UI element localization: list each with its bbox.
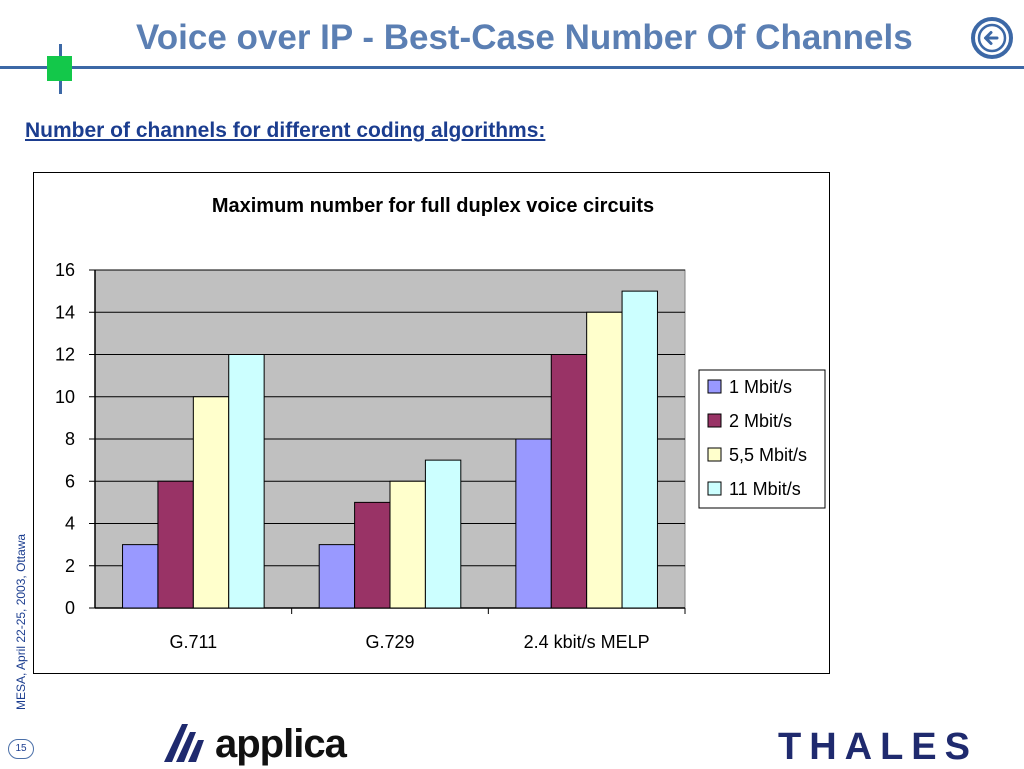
y-tick-label: 16: [55, 260, 75, 280]
title-underline: [0, 66, 1024, 69]
bar: [424, 459, 462, 609]
x-tick-label: 2.4 kbit/s MELP: [524, 632, 650, 652]
y-tick-label: 14: [55, 302, 75, 322]
applica-logo-icon: [160, 722, 208, 769]
legend-swatch: [707, 379, 722, 394]
y-tick-label: 4: [65, 514, 75, 534]
legend-label: 11 Mbit/s: [729, 479, 801, 499]
y-tick-label: 2: [65, 556, 75, 576]
y-tick-label: 8: [65, 429, 75, 449]
bar: [550, 354, 588, 609]
bar: [157, 480, 194, 609]
legend-swatch: [707, 413, 722, 428]
legend-label: 5,5 Mbit/s: [729, 445, 807, 465]
y-tick-label: 6: [65, 471, 75, 491]
back-button[interactable]: [970, 16, 1014, 60]
bar: [621, 290, 658, 609]
legend-swatch: [707, 447, 722, 462]
y-tick-label: 10: [55, 387, 75, 407]
legend-label: 2 Mbit/s: [729, 411, 792, 431]
x-tick-label: G.711: [169, 632, 217, 652]
applica-logo-text: applica: [215, 722, 347, 766]
bar: [228, 354, 265, 609]
x-tick-label: G.729: [365, 632, 414, 652]
page-number: 15: [8, 739, 34, 759]
legend-swatch: [707, 481, 722, 496]
section-subtitle: Number of channels for different coding …: [25, 119, 546, 142]
bar: [318, 544, 356, 609]
bar: [354, 501, 391, 609]
decorative-marker-square: [47, 56, 72, 81]
slide-title: Voice over IP - Best-Case Number Of Chan…: [136, 18, 913, 57]
y-tick-label: 12: [55, 345, 75, 365]
back-arrow-icon: [971, 17, 1013, 59]
bar: [586, 311, 623, 609]
thales-logo: THALES: [778, 726, 978, 768]
bar: [192, 396, 230, 609]
chart-title: Maximum number for full duplex voice cir…: [212, 195, 654, 217]
conference-note: MESA, April 22-25, 2003, Ottawa: [14, 533, 28, 710]
bar: [389, 480, 426, 609]
bar-chart: Maximum number for full duplex voice cir…: [55, 195, 826, 652]
bar: [122, 544, 159, 609]
bar: [515, 438, 552, 609]
y-tick-label: 0: [65, 598, 75, 618]
legend-label: 1 Mbit/s: [729, 377, 792, 397]
